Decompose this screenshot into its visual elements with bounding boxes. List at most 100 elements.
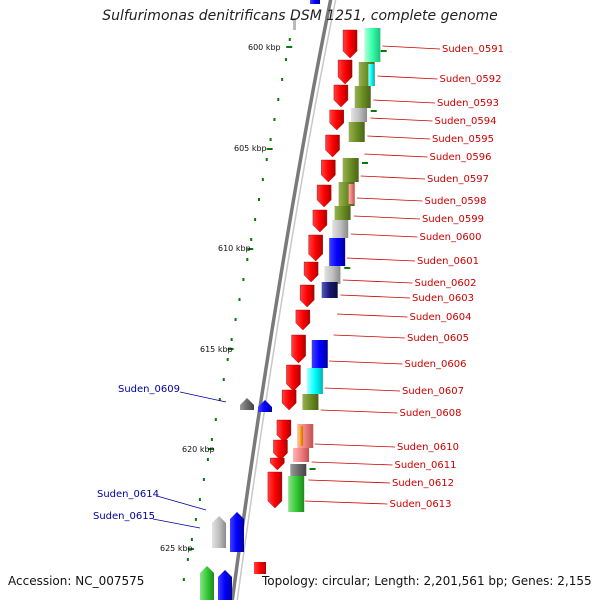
- scale-tick: [202, 478, 205, 481]
- scale-tick: [254, 218, 257, 221]
- reverse-gene-arrow: [276, 419, 292, 443]
- annotation-tick: [309, 468, 316, 470]
- scale-tick: [234, 318, 237, 321]
- gene-leader-line: [342, 279, 413, 284]
- reverse-gene-arrow: [295, 309, 311, 331]
- gene-leader-line: [324, 387, 401, 392]
- gene-leader-line: [370, 117, 433, 122]
- scale-major-tick: [266, 148, 273, 150]
- scale-tick: [288, 38, 291, 41]
- forward-gene-arrow: [293, 18, 296, 30]
- scale-label: 620 kbp: [182, 445, 215, 454]
- gene-leader-line: [364, 153, 428, 158]
- forward-gene-arrow: [310, 0, 320, 4]
- scale-tick: [186, 558, 189, 561]
- annotation-block: [324, 266, 341, 284]
- scale-major-tick: [207, 448, 214, 450]
- scale-tick: [284, 58, 287, 61]
- scale-tick: [281, 78, 284, 81]
- reverse-gene-label: Suden_0602: [415, 278, 477, 289]
- gene-leader-line: [314, 443, 396, 448]
- annotation-block: [293, 448, 310, 462]
- annotation-track: [288, 28, 387, 512]
- scale-tick: [261, 178, 264, 181]
- annotation-tick: [370, 110, 377, 112]
- scale-tick: [206, 458, 209, 461]
- gene-leader-line: [320, 409, 398, 414]
- reverse-gene-label: Suden_0611: [395, 460, 457, 471]
- gene-leader-line: [179, 391, 227, 403]
- scale-tick: [246, 258, 249, 261]
- scale-tick: [265, 158, 268, 161]
- annotation-tick: [380, 50, 387, 52]
- scale-major-tick: [286, 46, 293, 48]
- gene-leader-line: [382, 45, 441, 50]
- scale-tick: [273, 118, 276, 121]
- forward-gene-arrow: [240, 398, 254, 410]
- annotation-block: [332, 220, 349, 238]
- reverse-gene-label: Suden_0595: [432, 134, 494, 145]
- forward-gene-arrow: [212, 516, 226, 548]
- reverse-gene-label: Suden_0591: [442, 44, 504, 55]
- gene-leader-line: [333, 334, 406, 339]
- scale-tick: [277, 98, 280, 101]
- annotation-block: [290, 464, 307, 476]
- gene-leader-line: [337, 313, 408, 318]
- scale-tick: [230, 338, 233, 341]
- scale-label: 610 kbp: [218, 244, 251, 253]
- scale-tick: [190, 538, 193, 541]
- reverse-gene-arrow: [329, 109, 344, 131]
- gene-leader-line: [360, 175, 426, 180]
- reverse-gene-arrow: [342, 29, 358, 59]
- forward-strand-genes: [200, 0, 320, 600]
- reverse-gene-label: Suden_0596: [430, 152, 492, 163]
- scale-tick: [194, 518, 197, 521]
- forward-gene-label: Suden_0614: [97, 489, 159, 500]
- gene-leader-line: [311, 461, 393, 466]
- scale-tick: [257, 198, 260, 201]
- accession-text: Accession: NC_007575: [8, 574, 145, 588]
- scale-tick: [242, 278, 245, 281]
- scale-major-tick: [247, 248, 254, 250]
- annotation-block: [288, 476, 305, 512]
- reverse-gene-label: Suden_0601: [417, 256, 479, 267]
- gene-leader-line: [373, 99, 436, 104]
- reverse-gene-label: Suden_0600: [420, 232, 482, 243]
- reverse-gene-arrow: [325, 134, 340, 158]
- map-title: Sulfurimonas denitrificans DSM 1251, com…: [102, 8, 498, 24]
- gene-leader-line: [308, 479, 391, 484]
- annotation-block: [348, 184, 355, 204]
- annotation-block: [334, 206, 351, 220]
- annotation-tick: [362, 162, 369, 164]
- reverse-gene-label: Suden_0594: [435, 116, 497, 127]
- reverse-gene-label: Suden_0608: [400, 408, 462, 419]
- gene-leader-line: [156, 495, 207, 511]
- gene-leader-line: [367, 135, 431, 140]
- gene-leader-line: [329, 360, 403, 365]
- scale-label: 605 kbp: [234, 144, 267, 153]
- reverse-gene-label: Suden_0607: [402, 386, 464, 397]
- annotation-block: [329, 238, 346, 266]
- genome-backbone: [230, 0, 333, 600]
- reverse-gene-arrow: [308, 234, 323, 262]
- gene-leader-line: [353, 215, 421, 220]
- scale-tick: [222, 378, 225, 381]
- genome-summary-text: Topology: circular; Length: 2,201,561 bp…: [262, 574, 592, 588]
- reverse-gene-arrow: [270, 457, 285, 471]
- annotation-block: [306, 368, 323, 394]
- scale-tick: [269, 138, 272, 141]
- reverse-gene-label: Suden_0599: [422, 214, 484, 225]
- reverse-gene-labels: Suden_0591 Suden_0592 Suden_0593 Suden_0594…: [304, 44, 504, 510]
- scale-label: 600 kbp: [248, 43, 281, 52]
- scale-tick: [226, 358, 229, 361]
- reverse-gene-arrow: [291, 334, 306, 364]
- annotation-block: [298, 426, 303, 446]
- gene-leader-line: [304, 500, 388, 505]
- forward-gene-label: Suden_0609: [118, 384, 180, 395]
- scale-tick: [182, 578, 185, 581]
- forward-gene-arrow: [258, 400, 272, 412]
- scale-tick: [214, 418, 217, 421]
- annotation-block: [302, 394, 319, 410]
- annotation-block: [351, 108, 368, 122]
